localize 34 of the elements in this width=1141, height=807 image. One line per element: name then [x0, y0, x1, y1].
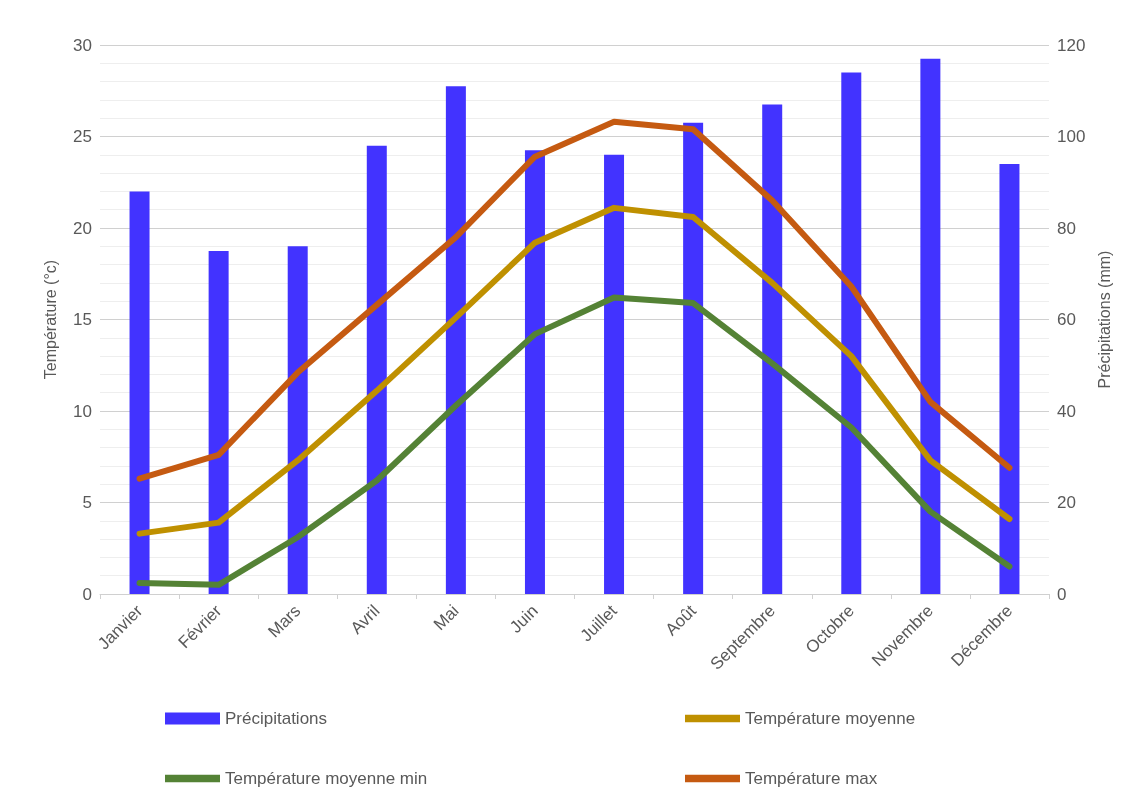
y-tick-label: 20 [73, 218, 92, 238]
y2-tick-label: 40 [1057, 401, 1076, 421]
bar [524, 150, 545, 594]
x-tick-label: Juin [506, 601, 542, 637]
y-tick-label: 30 [73, 35, 92, 55]
y-tick-label: 5 [82, 493, 92, 512]
y-tick-label: 0 [82, 584, 92, 604]
bar [762, 104, 783, 594]
y2-tick-label: 20 [1057, 493, 1076, 512]
bar [999, 163, 1020, 594]
y2-tick-label: 0 [1057, 584, 1067, 604]
bar [920, 58, 941, 594]
bar [604, 154, 625, 594]
legend-label: Température moyenne [745, 709, 916, 728]
bar [683, 122, 704, 594]
y2-tick-label: 80 [1057, 218, 1076, 238]
legend-label: Température moyenne min [225, 769, 428, 788]
y2-tick-label: 120 [1057, 35, 1086, 55]
y2-tick-label: 100 [1057, 127, 1086, 146]
legend-label: Précipitations [225, 709, 328, 728]
y-axis-title: Température (°c) [41, 259, 59, 380]
bar [445, 86, 466, 594]
y-tick-label: 10 [73, 401, 92, 421]
bar [129, 191, 150, 594]
y2-tick-label: 60 [1057, 310, 1076, 329]
y-tick-label: 15 [73, 310, 92, 329]
legend-label: Température max [745, 769, 878, 788]
x-tick-label: Mai [429, 601, 463, 635]
bar [287, 246, 308, 594]
y-tick-label: 25 [73, 127, 92, 146]
bar [366, 145, 387, 594]
bar [841, 72, 862, 594]
bar [208, 250, 229, 594]
y2-axis-title: Précipitations (mm) [1095, 250, 1113, 389]
